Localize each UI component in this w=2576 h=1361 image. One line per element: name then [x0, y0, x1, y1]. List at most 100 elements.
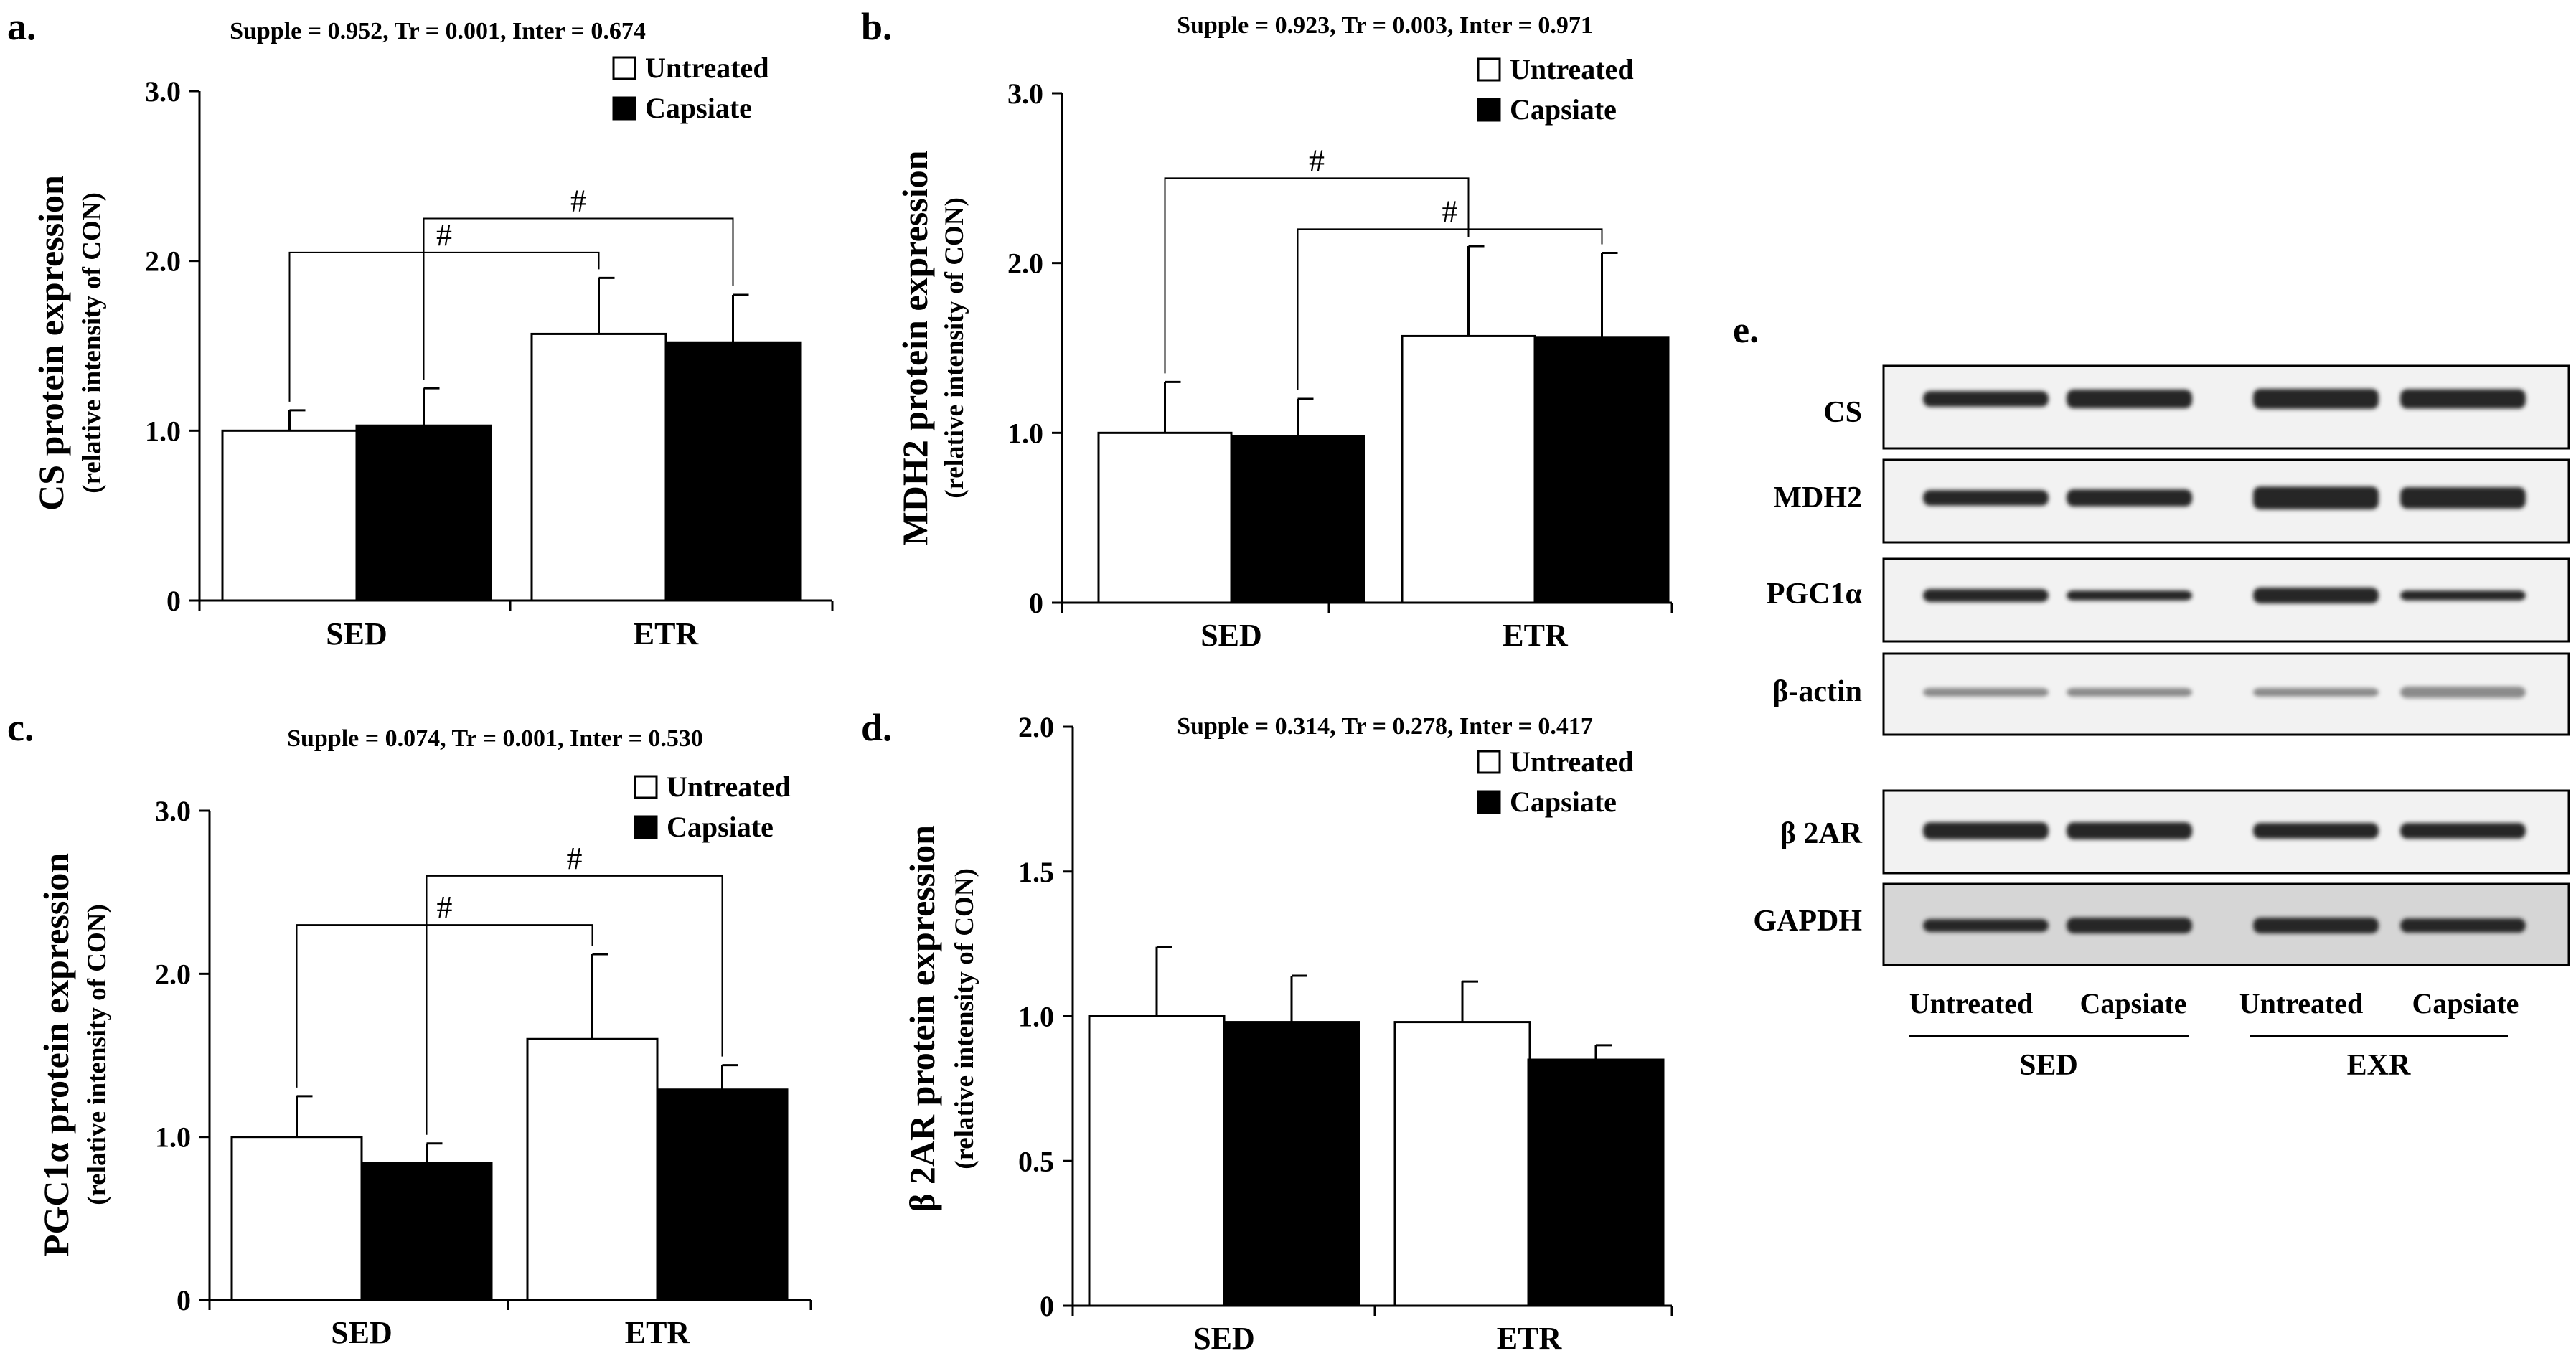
legend-label: Untreated: [1510, 745, 1634, 778]
panel-label: d.: [861, 706, 893, 749]
significance-bracket: [296, 924, 593, 1088]
y-axis-label: CS protein expression: [31, 175, 71, 511]
bar: [221, 429, 358, 602]
bar: [1534, 336, 1670, 604]
legend-swatch: [1477, 98, 1501, 122]
significance-mark: #: [1442, 194, 1458, 229]
legend-label: Untreated: [645, 52, 769, 84]
bar: [355, 424, 492, 602]
blot-lane-label: Untreated: [1909, 987, 2034, 1019]
significance-bracket: [426, 875, 723, 1135]
y-tick-label: 2.0: [1018, 711, 1054, 743]
bar: [526, 1037, 659, 1301]
panel-e-label: e.: [1733, 310, 1759, 351]
bar: [230, 1136, 363, 1301]
blot-band: [1923, 822, 2049, 839]
y-tick-label: 3.0: [155, 795, 191, 827]
legend-swatch: [1477, 790, 1501, 814]
blot-band: [2067, 822, 2192, 839]
significance-mark: #: [570, 184, 586, 219]
significance-mark: #: [567, 841, 583, 876]
bar: [360, 1162, 493, 1301]
bar: [1230, 435, 1365, 604]
y-tick-label: 2.0: [155, 958, 191, 990]
blot-band: [1923, 919, 2049, 932]
significance-bracket: [423, 217, 734, 380]
legend-label: Capsiate: [667, 811, 774, 843]
bar: [1223, 1021, 1360, 1307]
x-category-label: SED: [1200, 618, 1262, 653]
y-axis-sublabel: (relative intensity of CON): [77, 192, 107, 494]
bar: [1088, 1015, 1226, 1307]
legend-label: Capsiate: [1510, 93, 1617, 126]
blot-lane-label: Capsiate: [2080, 987, 2187, 1019]
y-tick-label: 1.0: [1018, 1001, 1054, 1033]
y-axis-label: PGC1α protein expression: [36, 853, 76, 1256]
blot-strips: [1882, 364, 2570, 966]
blot-band: [2253, 823, 2379, 839]
blot-row-label: β-actin: [1772, 675, 1862, 708]
chart-2: b. Supple = 0.923, Tr = 0.003, Inter = 0.…: [861, 5, 1673, 653]
blot-row-label: β 2AR: [1780, 817, 1863, 850]
y-tick-label: 2.0: [1007, 248, 1043, 280]
blot-band: [2067, 489, 2192, 507]
panel-label: c.: [7, 706, 34, 749]
x-category-label: SED: [326, 616, 387, 651]
significance-mark: #: [437, 890, 453, 925]
blot-band: [2253, 918, 2379, 933]
blot-strip: [1882, 557, 2570, 643]
y-tick-label: 0: [1040, 1290, 1054, 1322]
chart-4: d. Supple = 0.314, Tr = 0.278, Inter = 0.…: [861, 706, 1673, 1356]
y-tick-label: 3.0: [145, 75, 181, 108]
bar: [664, 341, 802, 602]
y-tick-label: 0: [1029, 587, 1043, 619]
panel-label: a.: [7, 5, 37, 48]
blot-row-label: PGC1α: [1767, 578, 1863, 611]
significance-mark: #: [1309, 143, 1325, 178]
western-blot-panel: e. CS MDH2 PGC1α β-actin β 2AR GAPDH Unt…: [1733, 310, 2570, 1082]
bar: [1393, 1021, 1531, 1307]
x-category-label: ETR: [634, 616, 700, 651]
blot-band: [1923, 589, 2049, 602]
legend-label: Untreated: [1510, 53, 1634, 85]
legend-label: Untreated: [667, 771, 791, 803]
blot-band: [2400, 590, 2526, 601]
y-tick-label: 1.0: [155, 1121, 191, 1154]
x-category-label: SED: [331, 1315, 392, 1350]
blot-band: [2253, 389, 2379, 409]
y-axis-sublabel: (relative intensity of CON): [940, 197, 969, 499]
bar: [1097, 431, 1233, 604]
blot-band: [2400, 687, 2526, 698]
legend-swatch: [612, 56, 636, 80]
y-axis-sublabel: (relative intensity of CON): [83, 904, 112, 1205]
significance-mark: #: [436, 217, 452, 253]
legend-swatch: [1477, 57, 1501, 82]
chart-title: Supple = 0.074, Tr = 0.001, Inter = 0.53…: [287, 725, 703, 752]
y-tick-label: 1.0: [145, 415, 181, 447]
bar: [530, 332, 667, 602]
x-category-label: ETR: [1497, 1321, 1563, 1356]
group-label-sed: SED: [2019, 1049, 2078, 1082]
chart-1: a. Supple = 0.952, Tr = 0.001, Inter = 0.…: [7, 5, 834, 651]
y-tick-label: 1.5: [1018, 856, 1054, 888]
blot-band: [2067, 688, 2192, 697]
legend-swatch: [612, 96, 636, 121]
x-category-label: ETR: [1503, 618, 1569, 653]
chart-title: Supple = 0.952, Tr = 0.001, Inter = 0.67…: [230, 18, 646, 44]
blot-band: [2067, 390, 2192, 408]
bar: [1527, 1058, 1665, 1307]
y-axis-label: β 2AR protein expression: [902, 825, 942, 1212]
bar: [656, 1088, 789, 1301]
legend-label: Capsiate: [1510, 786, 1617, 818]
blot-band: [2067, 918, 2192, 933]
blot-band: [1923, 490, 2049, 506]
blot-band: [2400, 389, 2526, 409]
blot-band: [2253, 688, 2379, 697]
y-tick-label: 3.0: [1007, 77, 1043, 110]
x-category-label: ETR: [625, 1315, 691, 1350]
blot-band: [2400, 823, 2526, 839]
legend-swatch: [1477, 750, 1501, 774]
blot-lane-label: Untreated: [2239, 987, 2364, 1019]
blot-strip: [1882, 652, 2570, 736]
